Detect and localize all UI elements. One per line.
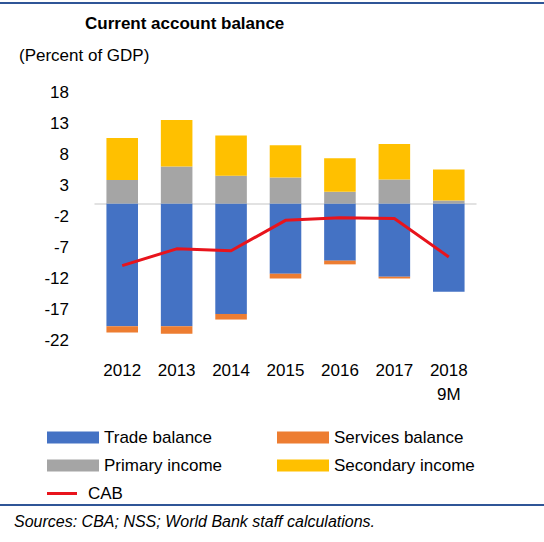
svg-text:2016: 2016 [321,361,359,380]
svg-text:2012: 2012 [103,361,141,380]
svg-text:18: 18 [50,83,69,102]
svg-text:13: 13 [50,114,69,133]
svg-text:8: 8 [60,145,69,164]
svg-text:3: 3 [60,176,69,195]
svg-text:Sources: CBA; NSS; World Bank: Sources: CBA; NSS; World Bank staff calc… [14,513,375,530]
svg-text:9M: 9M [437,385,461,404]
svg-text:(Percent of GDP): (Percent of GDP) [19,46,149,65]
svg-text:2013: 2013 [158,361,196,380]
svg-text:Secondary income: Secondary income [334,456,475,475]
svg-text:Trade balance: Trade balance [104,428,212,447]
svg-text:-17: -17 [44,300,69,319]
svg-text:-7: -7 [54,238,69,257]
svg-text:Services balance: Services balance [334,428,463,447]
svg-text:-2: -2 [54,207,69,226]
svg-text:2014: 2014 [212,361,250,380]
svg-text:-12: -12 [44,269,69,288]
svg-text:2018: 2018 [430,361,468,380]
svg-text:2015: 2015 [267,361,305,380]
svg-text:Current account balance: Current account balance [85,14,284,33]
svg-text:-22: -22 [44,331,69,350]
svg-text:2017: 2017 [375,361,413,380]
svg-text:CAB: CAB [88,484,123,503]
svg-text:Primary income: Primary income [104,456,222,475]
